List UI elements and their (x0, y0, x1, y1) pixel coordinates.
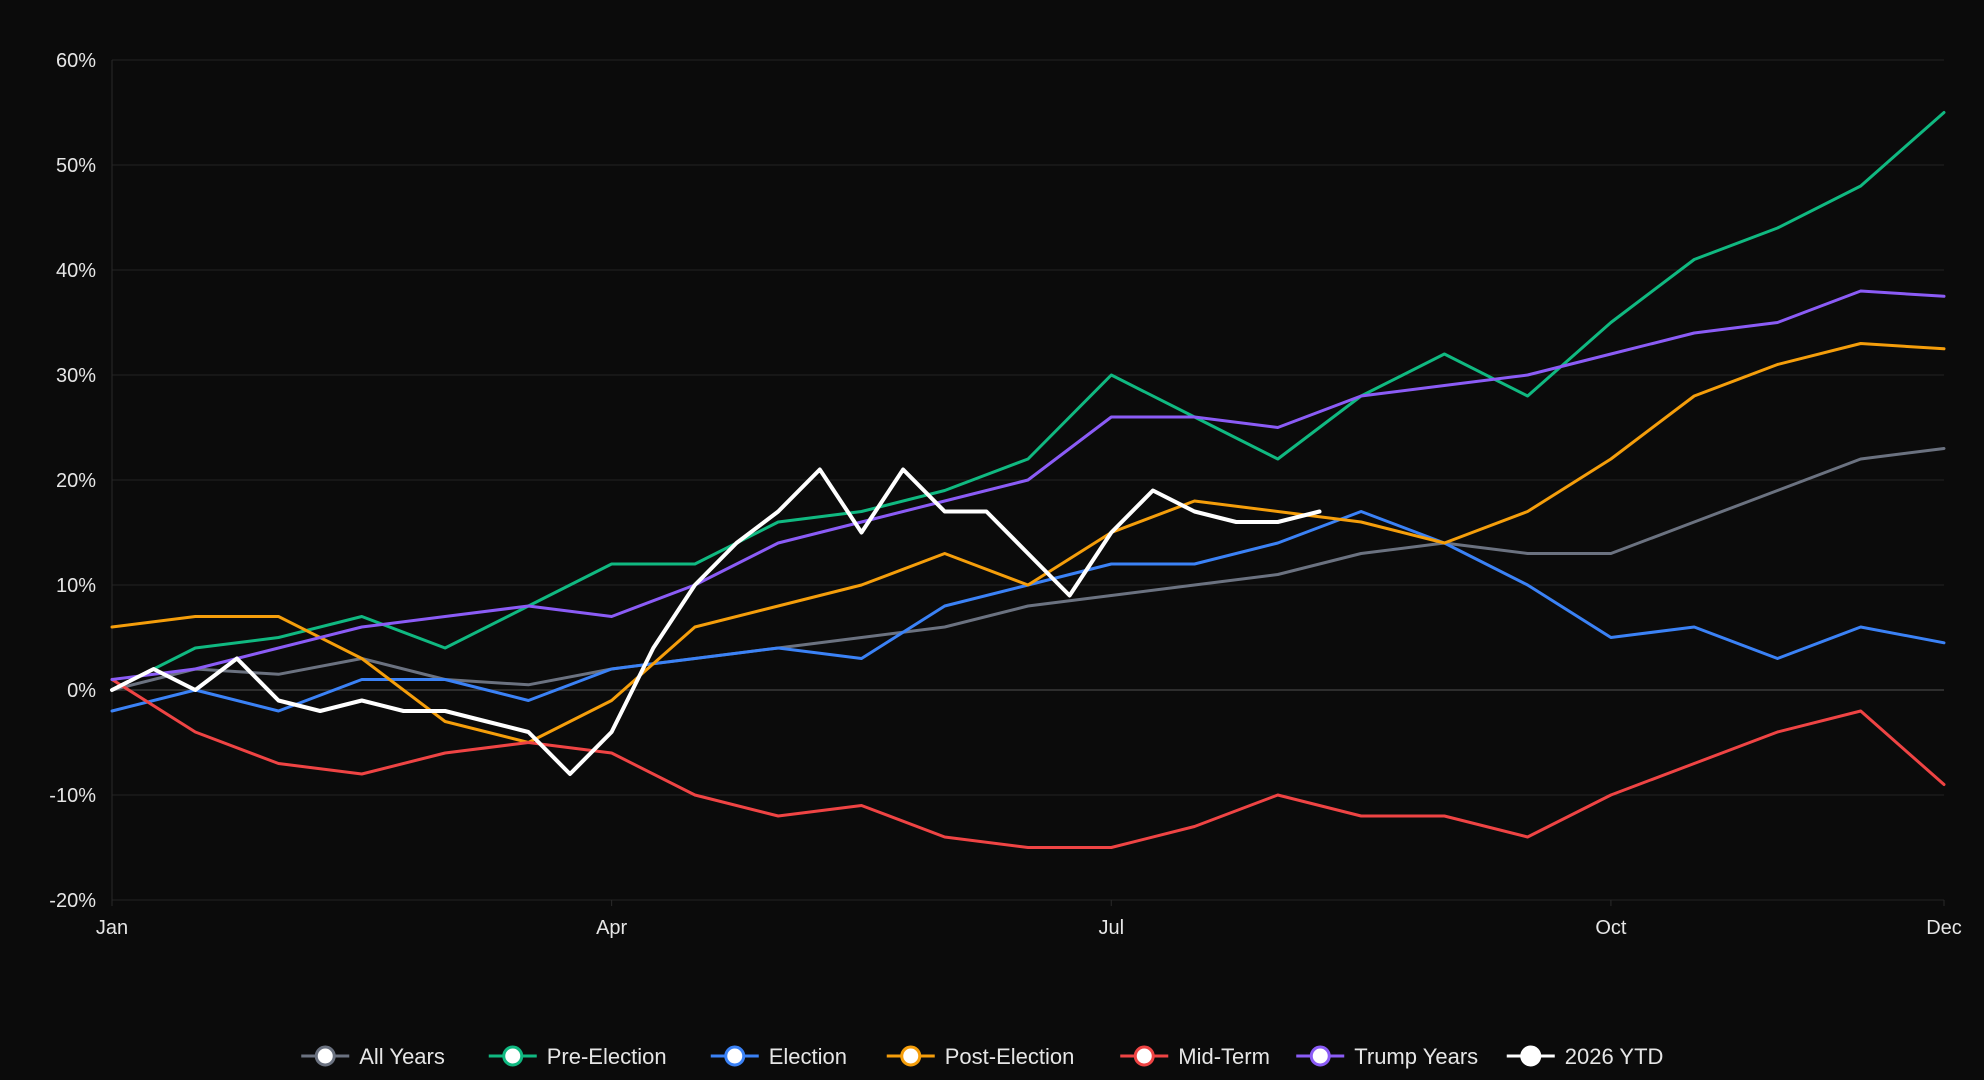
x-tick-label: Jan (96, 917, 128, 939)
legend-item-2026-ytd[interactable]: 2026 YTD (1506, 1044, 1664, 1069)
legend-label: 2026 YTD (1565, 1044, 1664, 1069)
legend-item-all-years[interactable]: All Years (301, 1044, 445, 1069)
y-tick-label: 60% (56, 50, 96, 72)
axes: -20% -10% 0% 10% 20% 30% 40% 50% 60% Jan Apr Jul Oct… (49, 50, 1961, 939)
legend-label: Trump Years (1354, 1044, 1478, 1069)
legend-label: Mid-Term (1178, 1044, 1270, 1069)
y-tick-label: 0% (67, 680, 96, 702)
series-line-post-election (110, 342, 1946, 744)
legend-marker (1520, 1045, 1542, 1067)
series-line-election (110, 510, 1946, 713)
y-tick-label: 20% (56, 470, 96, 492)
legend-marker (1309, 1045, 1331, 1067)
legend-label: Election (769, 1044, 847, 1069)
legend-marker (1133, 1045, 1155, 1067)
legend-item-pre-election[interactable]: Pre-Election (488, 1044, 667, 1069)
legend-item-trump-years[interactable]: Trump Years (1296, 1044, 1478, 1069)
y-tick-label: 40% (56, 260, 96, 282)
y-tick-label: -10% (49, 785, 96, 807)
series-line-2026-ytd (110, 467, 1322, 776)
x-tick-label: Oct (1595, 917, 1627, 939)
legend-marker (900, 1045, 922, 1067)
series-lines (110, 111, 1946, 849)
legend-label: Pre-Election (547, 1044, 667, 1069)
legend-item-mid-term[interactable]: Mid-Term (1120, 1044, 1270, 1069)
x-tick-label: Jul (1098, 917, 1124, 939)
legend-item-post-election[interactable]: Post-Election (886, 1044, 1075, 1069)
legend-marker (724, 1045, 746, 1067)
legend-label: Post-Election (945, 1044, 1075, 1069)
y-tick-label: -20% (49, 890, 96, 912)
legend-item-election[interactable]: Election (710, 1044, 847, 1069)
series-line-mid-term (110, 678, 1946, 849)
x-tick-label: Dec (1926, 917, 1962, 939)
y-tick-label: 50% (56, 155, 96, 177)
y-tick-label: 10% (56, 575, 96, 597)
x-tick-label: Apr (596, 917, 627, 939)
series-line-all-years (110, 447, 1946, 692)
legend-marker (502, 1045, 524, 1067)
series-line-pre-election (110, 111, 1946, 692)
legend-marker (314, 1045, 336, 1067)
legend-label: All Years (359, 1044, 445, 1069)
y-tick-label: 30% (56, 365, 96, 387)
legend[interactable]: All Years Pre-Election Election Post-Electi… (301, 1044, 1663, 1069)
series-line-trump-years (110, 289, 1946, 681)
